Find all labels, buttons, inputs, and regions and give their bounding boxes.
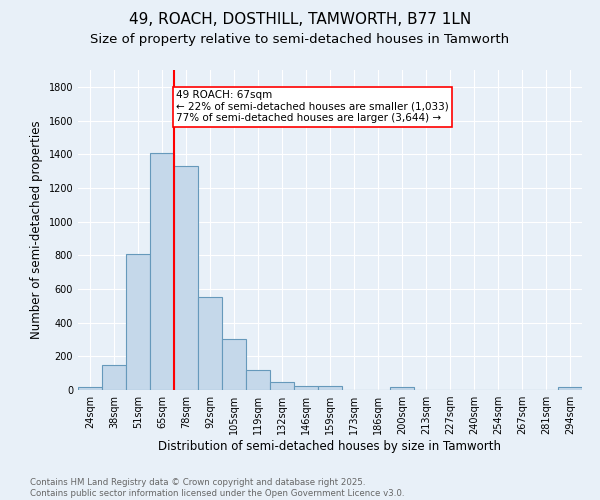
Bar [174,166,198,390]
Bar [270,382,294,390]
Bar [390,388,414,390]
Text: 49, ROACH, DOSTHILL, TAMWORTH, B77 1LN: 49, ROACH, DOSTHILL, TAMWORTH, B77 1LN [129,12,471,28]
Text: Contains HM Land Registry data © Crown copyright and database right 2025.
Contai: Contains HM Land Registry data © Crown c… [30,478,404,498]
Bar [102,364,126,390]
Text: Size of property relative to semi-detached houses in Tamworth: Size of property relative to semi-detach… [91,32,509,46]
Text: 49 ROACH: 67sqm
← 22% of semi-detached houses are smaller (1,033)
77% of semi-de: 49 ROACH: 67sqm ← 22% of semi-detached h… [176,90,449,124]
Bar [294,386,318,390]
X-axis label: Distribution of semi-detached houses by size in Tamworth: Distribution of semi-detached houses by … [158,440,502,453]
Bar [126,254,150,390]
Bar [78,386,102,390]
Bar [558,388,582,390]
Bar [198,296,222,390]
Y-axis label: Number of semi-detached properties: Number of semi-detached properties [30,120,43,340]
Bar [222,340,246,390]
Bar [150,152,174,390]
Bar [246,370,270,390]
Bar [318,386,342,390]
